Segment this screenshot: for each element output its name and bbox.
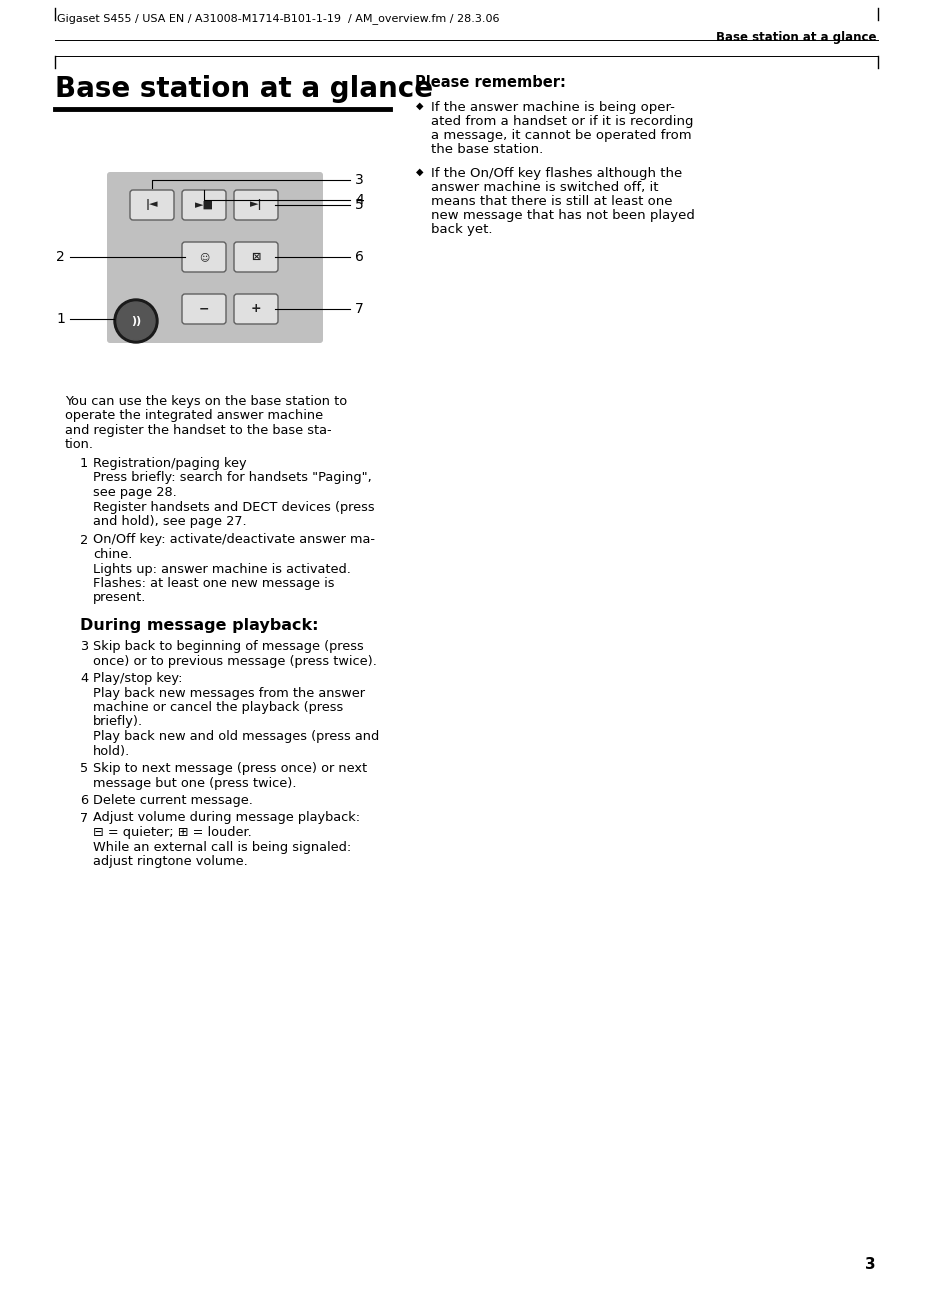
Text: If the answer machine is being oper-: If the answer machine is being oper- — [431, 102, 675, 115]
Text: During message playback:: During message playback: — [80, 618, 318, 633]
Text: Press briefly: search for handsets "Paging",: Press briefly: search for handsets "Pagi… — [93, 471, 371, 484]
Text: If the On/Off key flashes although the: If the On/Off key flashes although the — [431, 167, 682, 180]
Text: ⊠: ⊠ — [251, 253, 260, 262]
FancyBboxPatch shape — [234, 242, 278, 272]
Text: hold).: hold). — [93, 745, 131, 758]
Text: Please remember:: Please remember: — [415, 76, 566, 90]
Text: machine or cancel the playback (press: machine or cancel the playback (press — [93, 700, 343, 713]
FancyBboxPatch shape — [182, 294, 226, 324]
Text: Base station at a glance: Base station at a glance — [55, 76, 433, 103]
Text: )): )) — [131, 316, 141, 326]
Text: means that there is still at least one: means that there is still at least one — [431, 195, 673, 208]
Text: You can use the keys on the base station to: You can use the keys on the base station… — [65, 395, 347, 408]
Text: 7: 7 — [80, 811, 88, 824]
Text: ⊟ = quieter; ⊞ = louder.: ⊟ = quieter; ⊞ = louder. — [93, 825, 252, 838]
Text: On/Off key: activate/deactivate answer ma-: On/Off key: activate/deactivate answer m… — [93, 534, 375, 547]
FancyBboxPatch shape — [182, 190, 226, 220]
Text: and hold), see page 27.: and hold), see page 27. — [93, 516, 246, 529]
FancyBboxPatch shape — [234, 294, 278, 324]
Text: +: + — [251, 302, 261, 315]
FancyBboxPatch shape — [234, 190, 278, 220]
Text: 2: 2 — [80, 534, 89, 547]
Text: 3: 3 — [866, 1256, 876, 1272]
Text: ◆: ◆ — [416, 102, 424, 111]
Text: Register handsets and DECT devices (press: Register handsets and DECT devices (pres… — [93, 500, 375, 513]
Text: message but one (press twice).: message but one (press twice). — [93, 776, 297, 789]
Text: Registration/paging key: Registration/paging key — [93, 457, 246, 470]
Text: Skip back to beginning of message (press: Skip back to beginning of message (press — [93, 641, 364, 654]
Text: 3: 3 — [355, 173, 364, 187]
Text: ►■: ►■ — [194, 201, 214, 210]
Text: |◄: |◄ — [146, 199, 159, 211]
Text: chine.: chine. — [93, 548, 132, 561]
Text: a message, it cannot be operated from: a message, it cannot be operated from — [431, 129, 691, 142]
Text: new message that has not been played: new message that has not been played — [431, 210, 695, 223]
Text: 5: 5 — [80, 762, 88, 775]
Text: Flashes: at least one new message is: Flashes: at least one new message is — [93, 577, 335, 590]
Circle shape — [117, 302, 155, 340]
Text: Gigaset S455 / USA EN / A31008-M1714-B101-1-19  / AM_overview.fm / 28.3.06: Gigaset S455 / USA EN / A31008-M1714-B10… — [57, 13, 499, 23]
FancyBboxPatch shape — [130, 190, 174, 220]
Text: and register the handset to the base sta-: and register the handset to the base sta… — [65, 424, 331, 437]
Text: operate the integrated answer machine: operate the integrated answer machine — [65, 410, 323, 423]
Text: 4: 4 — [80, 672, 88, 685]
Text: 5: 5 — [355, 198, 364, 212]
Text: 3: 3 — [80, 641, 88, 654]
Text: tion.: tion. — [65, 439, 94, 452]
Text: Play back new messages from the answer: Play back new messages from the answer — [93, 686, 365, 699]
Text: back yet.: back yet. — [431, 223, 493, 236]
Text: ated from a handset or if it is recording: ated from a handset or if it is recordin… — [431, 115, 693, 128]
Text: ►|: ►| — [250, 199, 262, 211]
Circle shape — [114, 299, 158, 342]
Text: Lights up: answer machine is activated.: Lights up: answer machine is activated. — [93, 562, 351, 575]
Text: −: − — [199, 302, 209, 315]
Text: ◆: ◆ — [416, 167, 424, 177]
Text: 4: 4 — [355, 193, 364, 207]
Text: Play/stop key:: Play/stop key: — [93, 672, 183, 685]
Text: Adjust volume during message playback:: Adjust volume during message playback: — [93, 811, 360, 824]
Text: briefly).: briefly). — [93, 716, 143, 729]
Text: Skip to next message (press once) or next: Skip to next message (press once) or nex… — [93, 762, 367, 775]
Text: Delete current message.: Delete current message. — [93, 794, 253, 807]
Text: the base station.: the base station. — [431, 143, 543, 156]
Text: 6: 6 — [80, 794, 88, 807]
Text: ☺: ☺ — [199, 253, 209, 262]
Text: answer machine is switched off, it: answer machine is switched off, it — [431, 181, 659, 194]
Text: see page 28.: see page 28. — [93, 486, 176, 499]
Text: 1: 1 — [56, 312, 65, 326]
Text: 6: 6 — [355, 250, 364, 264]
Text: adjust ringtone volume.: adjust ringtone volume. — [93, 855, 248, 868]
Text: present.: present. — [93, 591, 146, 604]
Text: 1: 1 — [80, 457, 89, 470]
Text: 2: 2 — [56, 250, 65, 264]
Text: While an external call is being signaled:: While an external call is being signaled… — [93, 841, 351, 854]
Text: Base station at a glance: Base station at a glance — [716, 31, 876, 44]
Text: Play back new and old messages (press and: Play back new and old messages (press an… — [93, 730, 379, 743]
Text: 7: 7 — [355, 302, 364, 316]
FancyBboxPatch shape — [107, 172, 323, 342]
FancyBboxPatch shape — [182, 242, 226, 272]
Text: once) or to previous message (press twice).: once) or to previous message (press twic… — [93, 655, 377, 668]
